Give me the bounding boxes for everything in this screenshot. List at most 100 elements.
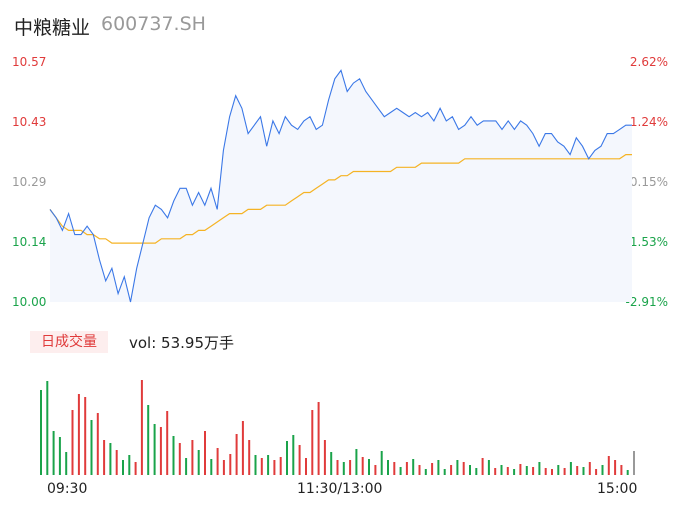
y-right-tick-label: -1.53% xyxy=(625,235,668,249)
volume-bar xyxy=(96,413,99,475)
volume-bar xyxy=(513,469,516,475)
volume-bar xyxy=(147,405,150,475)
y-tick-label: 10.29 xyxy=(12,175,47,189)
volume-bar xyxy=(46,381,49,475)
volume-bar xyxy=(185,458,188,475)
volume-bar xyxy=(128,455,131,475)
y-tick-label: 10.14 xyxy=(12,235,47,249)
volume-bar xyxy=(241,421,244,475)
volume-bar xyxy=(431,463,434,475)
volume-bar xyxy=(109,443,112,475)
volume-bar xyxy=(525,466,528,475)
volume-bar xyxy=(626,470,629,475)
volume-bar xyxy=(134,462,137,475)
volume-bar xyxy=(633,451,635,475)
volume-bar xyxy=(443,469,446,475)
volume-bar xyxy=(519,464,522,475)
volume-bar xyxy=(475,468,478,475)
volume-bar xyxy=(387,460,389,475)
volume-bar xyxy=(336,460,339,475)
volume-bar xyxy=(544,468,547,475)
volume-bar xyxy=(437,460,440,475)
x-tick-label: 09:30 xyxy=(47,481,88,497)
volume-bar xyxy=(456,460,459,475)
volume-bar xyxy=(191,440,194,475)
volume-bar xyxy=(298,445,301,475)
volume-bar xyxy=(374,465,377,475)
volume-bar xyxy=(342,462,345,475)
volume-bar xyxy=(412,459,415,475)
price-line xyxy=(49,69,632,303)
volume-bar xyxy=(317,402,320,475)
volume-bar xyxy=(166,411,169,475)
x-tick-label: 15:00 xyxy=(597,481,638,497)
volume-bar xyxy=(450,465,453,475)
volume-bar xyxy=(418,465,421,475)
volume-bar xyxy=(197,450,200,475)
volume-bar xyxy=(292,435,295,475)
volume-bar xyxy=(235,434,238,475)
volume-bar xyxy=(614,460,617,475)
volume-bar xyxy=(103,440,106,475)
volume-bar xyxy=(210,459,213,475)
y-right-tick-label: 2.62% xyxy=(629,55,668,69)
volume-bar xyxy=(222,460,225,475)
volume-bar xyxy=(178,443,181,475)
y-tick-label: 10.00 xyxy=(12,295,47,309)
volume-bar xyxy=(595,469,598,475)
x-tick-label: 11:30/13:00 xyxy=(297,481,383,497)
volume-bar xyxy=(71,410,74,475)
volume-bar xyxy=(115,450,118,475)
volume-bar xyxy=(399,467,402,475)
volume-bar xyxy=(330,452,333,475)
volume-bar xyxy=(40,390,42,475)
volume-bar xyxy=(494,468,497,475)
volume-bar xyxy=(323,440,326,475)
volume-bar xyxy=(563,468,566,475)
volume-bar xyxy=(607,456,610,475)
volume-bar xyxy=(305,458,307,475)
volume-bar xyxy=(267,455,270,475)
volume-value: vol: 53.95万手 xyxy=(129,334,234,352)
volume-bar xyxy=(538,462,541,475)
volume-bar xyxy=(361,457,364,475)
y-right-tick-label: -0.15% xyxy=(625,175,668,189)
volume-bar xyxy=(90,420,93,475)
volume-bar xyxy=(65,452,68,475)
volume-bar xyxy=(273,460,276,475)
average-price-line xyxy=(49,154,632,244)
stock-code: 600737.SH xyxy=(101,13,206,35)
volume-bar xyxy=(254,455,257,475)
volume-bar xyxy=(380,451,383,475)
volume-bar xyxy=(216,448,219,475)
volume-bar xyxy=(620,465,623,475)
volume-bar xyxy=(84,397,87,475)
volume-bar xyxy=(286,441,288,475)
volume-bar xyxy=(52,431,55,475)
volume-bar xyxy=(588,462,591,475)
stock-name: 中粮糖业 xyxy=(14,17,91,39)
volume-bar xyxy=(569,462,572,475)
volume-bar xyxy=(159,427,162,475)
volume-bar xyxy=(58,437,61,475)
volume-bar xyxy=(500,465,503,475)
volume-bar xyxy=(506,467,509,475)
volume-badge: 日成交量 xyxy=(30,331,108,353)
volume-bar xyxy=(204,431,206,475)
volume-bar xyxy=(355,449,358,475)
volume-bar xyxy=(279,457,282,475)
volume-bar xyxy=(576,466,579,475)
volume-bar xyxy=(481,458,484,475)
volume-bar xyxy=(349,460,352,475)
volume-bar xyxy=(311,410,314,475)
volume-bar xyxy=(601,465,604,475)
y-right-tick-label: 1.24% xyxy=(629,115,668,129)
y-right-tick-label: -2.91% xyxy=(625,295,668,309)
volume-bar xyxy=(532,467,535,475)
volume-bar xyxy=(172,436,175,475)
y-tick-label: 10.43 xyxy=(12,115,47,129)
volume-bar xyxy=(153,424,156,475)
volume-bar xyxy=(469,465,471,475)
volume-bar xyxy=(140,380,143,475)
